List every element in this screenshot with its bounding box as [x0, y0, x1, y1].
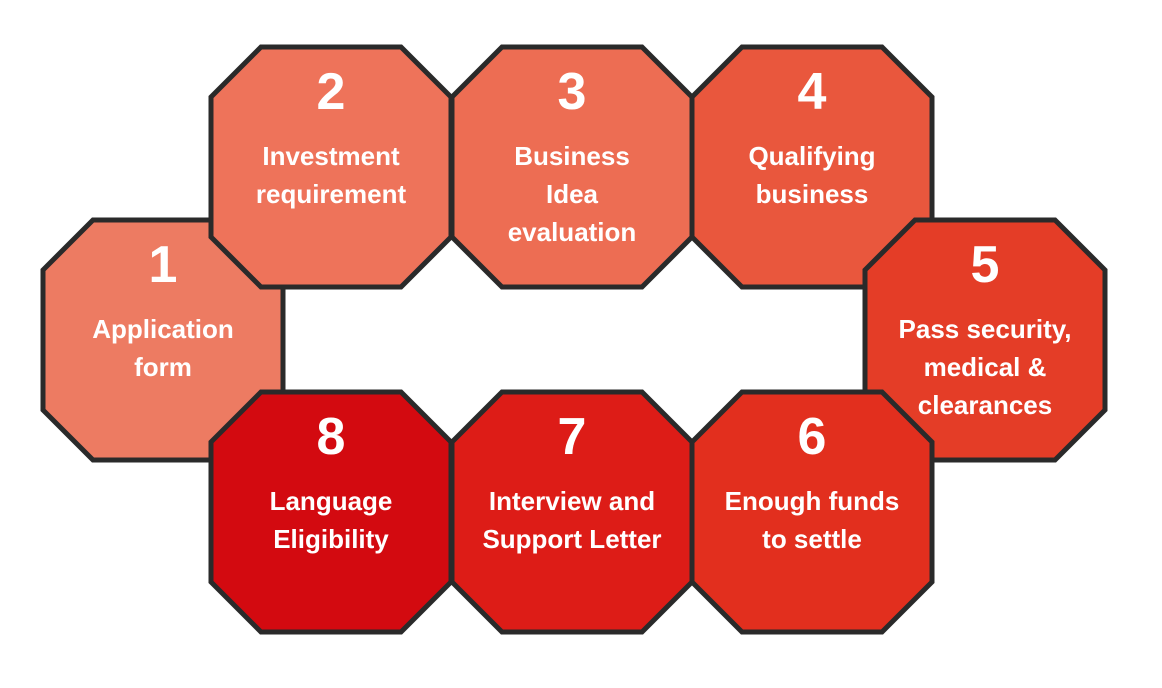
step-3-label-line: evaluation	[508, 217, 637, 247]
step-6-label-line: to settle	[762, 524, 862, 554]
step-4: 4 Qualifying business	[689, 44, 935, 290]
step-8-octagon	[208, 389, 454, 635]
step-7-label-line: Interview and	[489, 486, 655, 516]
step-3-number: 3	[558, 63, 587, 121]
step-5: 5 Pass security, medical & clearances	[862, 217, 1108, 463]
step-3-label-line: Business	[514, 141, 630, 171]
step-6: 6 Enough funds to settle	[689, 389, 935, 635]
step-8-label-line: Language	[270, 486, 393, 516]
step-2: 2 Investment requirement	[208, 44, 454, 290]
step-6-label-line: Enough funds	[725, 486, 900, 516]
step-1-label-line: form	[134, 352, 192, 382]
step-6-number: 6	[798, 408, 827, 466]
step-7-number: 7	[558, 408, 587, 466]
step-7: 7 Interview and Support Letter	[449, 389, 695, 635]
step-1-label-line: Application	[92, 314, 234, 344]
step-3-octagon	[449, 44, 695, 290]
step-5-octagon	[862, 217, 1108, 463]
step-2-octagon	[208, 44, 454, 290]
step-5-label-line: clearances	[918, 390, 1052, 420]
step-8-label-line: Eligibility	[273, 524, 389, 554]
step-1-number: 1	[149, 236, 178, 294]
step-4-label-line: Qualifying	[748, 141, 875, 171]
step-5-label-line: medical &	[924, 352, 1047, 382]
step-4-label-line: business	[756, 179, 869, 209]
step-3-label-line: Idea	[546, 179, 599, 209]
step-8: 8 Language Eligibility	[208, 389, 454, 635]
step-2-label-line: Investment	[262, 141, 400, 171]
step-5-number: 5	[971, 236, 1000, 294]
step-2-number: 2	[317, 63, 346, 121]
step-8-number: 8	[317, 408, 346, 466]
step-7-label-line: Support Letter	[482, 524, 661, 554]
step-5-label-line: Pass security,	[899, 314, 1072, 344]
step-2-label-line: requirement	[256, 179, 407, 209]
step-4-number: 4	[798, 63, 827, 121]
step-3: 3 Business Idea evaluation	[449, 44, 695, 290]
